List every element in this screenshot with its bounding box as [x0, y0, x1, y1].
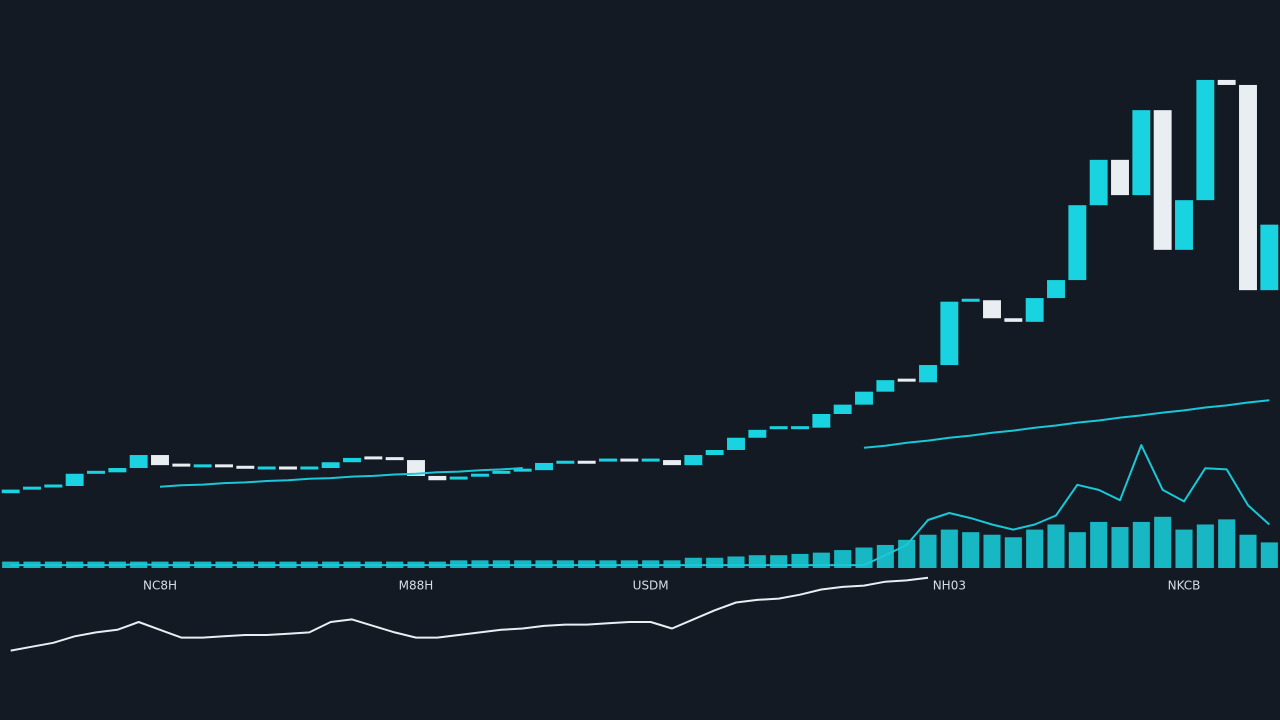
candle-body	[257, 466, 276, 470]
candle-body	[705, 450, 724, 456]
volume-bar	[1196, 524, 1214, 568]
volume-bar	[876, 544, 894, 568]
x-tick-label: USDM	[633, 579, 669, 593]
candle-body	[556, 460, 575, 464]
volume-bar	[1068, 532, 1086, 568]
volume-bar	[1218, 519, 1236, 568]
candle-body	[172, 463, 191, 467]
volume-bar	[1175, 529, 1193, 568]
candle-body	[663, 460, 681, 466]
volume-bar	[1132, 521, 1150, 568]
candle-body	[1111, 159, 1129, 196]
candle-body	[279, 466, 297, 470]
candle-body	[321, 462, 340, 468]
candle-body	[1153, 110, 1172, 250]
volume-bar	[1090, 521, 1108, 568]
candle-body	[1217, 79, 1236, 85]
candle-body	[855, 391, 873, 405]
candle-body	[1004, 318, 1023, 322]
candle-body	[1089, 159, 1108, 206]
candle-body	[193, 464, 212, 468]
volume-bar	[1111, 527, 1129, 568]
candle-body	[44, 484, 63, 488]
candle-body	[1196, 79, 1215, 201]
x-tick-label: NKCB	[1168, 579, 1201, 593]
volume-bar	[940, 529, 958, 568]
candle-body	[1068, 205, 1087, 281]
candle-body	[23, 486, 41, 490]
candle-body	[983, 300, 1001, 319]
candle-body	[151, 455, 169, 466]
candle-body	[919, 365, 937, 383]
volume-line	[10, 444, 1270, 567]
volume-bar	[1026, 529, 1044, 568]
candle-body	[65, 473, 84, 486]
candle-body	[1260, 224, 1279, 291]
candle-body	[1175, 200, 1193, 250]
oscillator-line	[10, 576, 929, 652]
candle-body	[769, 426, 788, 430]
candle-body	[641, 458, 660, 462]
volume-bar	[1260, 542, 1278, 568]
volume-bar	[2, 561, 20, 568]
candle-body	[407, 460, 425, 476]
candle-body	[1, 489, 20, 494]
candle-body	[1239, 84, 1257, 291]
volume-bar	[1004, 537, 1022, 568]
candle-body	[620, 458, 639, 462]
candle-body	[492, 470, 511, 474]
candle-body	[87, 470, 105, 474]
candle-body	[727, 437, 745, 450]
candle-body	[897, 378, 916, 382]
candle-body	[129, 455, 148, 468]
candle-body	[876, 380, 895, 392]
candle-body	[385, 457, 404, 461]
volume-bar	[684, 557, 702, 568]
candle-body	[940, 301, 959, 366]
candle-body	[812, 414, 831, 428]
candle-body	[1132, 110, 1151, 196]
volume-bar	[834, 550, 852, 568]
candle-body	[236, 465, 255, 469]
volume-bar	[727, 556, 745, 568]
candle-body	[748, 429, 767, 438]
x-tick-label: NC8H	[143, 579, 177, 593]
candle-body	[108, 468, 127, 473]
candle-body	[833, 404, 852, 414]
volume-bar	[1047, 524, 1065, 568]
candle-body	[300, 466, 319, 470]
moving-average	[159, 467, 523, 488]
candle-body	[791, 426, 809, 430]
volume-bar	[919, 534, 937, 568]
candle-body	[343, 457, 361, 463]
candle-body	[599, 458, 617, 462]
candle-body	[471, 473, 489, 477]
x-tick-label: M88H	[399, 579, 434, 593]
candle-body	[428, 475, 447, 481]
candle-body	[684, 455, 703, 466]
candle-body	[961, 298, 980, 302]
moving-average	[863, 399, 1270, 449]
volume-bar	[706, 557, 724, 568]
volume-bar	[962, 532, 980, 568]
candle-body	[364, 456, 383, 460]
candle-body	[1025, 298, 1044, 322]
x-tick-label: NH03	[933, 579, 966, 593]
candle-body	[513, 468, 532, 472]
candle-body	[1047, 280, 1065, 299]
volume-bar	[983, 534, 1001, 568]
candle-body	[215, 464, 233, 468]
volume-bar	[1154, 516, 1172, 568]
candle-body	[449, 476, 468, 480]
volume-bar	[1239, 534, 1257, 568]
candle-body	[577, 460, 596, 464]
candle-body	[535, 462, 553, 471]
